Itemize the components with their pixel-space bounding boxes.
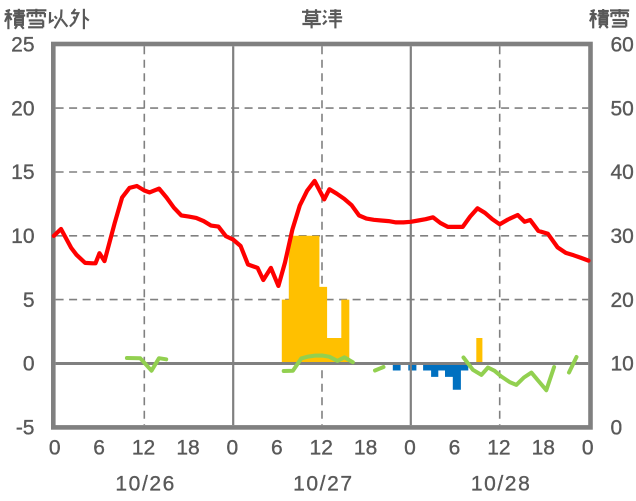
svg-text:10/28: 10/28 [471,473,532,496]
svg-text:40: 40 [611,161,634,184]
svg-text:0: 0 [582,437,594,460]
svg-text:20: 20 [11,97,34,120]
svg-text:18: 18 [354,437,377,460]
svg-text:15: 15 [11,161,34,184]
svg-text:12: 12 [487,437,510,460]
svg-text:60: 60 [611,33,634,56]
svg-text:0: 0 [227,437,239,460]
svg-text:10/26: 10/26 [115,473,176,496]
svg-text:6: 6 [93,437,105,460]
svg-text:10/27: 10/27 [293,473,354,496]
svg-text:20: 20 [611,289,634,312]
svg-text:0: 0 [23,353,35,376]
svg-text:18: 18 [176,437,199,460]
svg-text:12: 12 [132,437,155,460]
svg-text:18: 18 [532,437,555,460]
svg-text:25: 25 [11,33,34,56]
svg-text:6: 6 [271,437,283,460]
svg-text:-5: -5 [16,417,35,440]
svg-text:10: 10 [11,225,34,248]
svg-text:0: 0 [404,437,416,460]
svg-text:50: 50 [611,97,634,120]
svg-text:6: 6 [449,437,461,460]
svg-text:12: 12 [310,437,333,460]
svg-text:10: 10 [611,353,634,376]
svg-text:0: 0 [611,417,623,440]
svg-text:0: 0 [49,437,61,460]
svg-text:30: 30 [611,225,634,248]
svg-text:5: 5 [23,289,35,312]
